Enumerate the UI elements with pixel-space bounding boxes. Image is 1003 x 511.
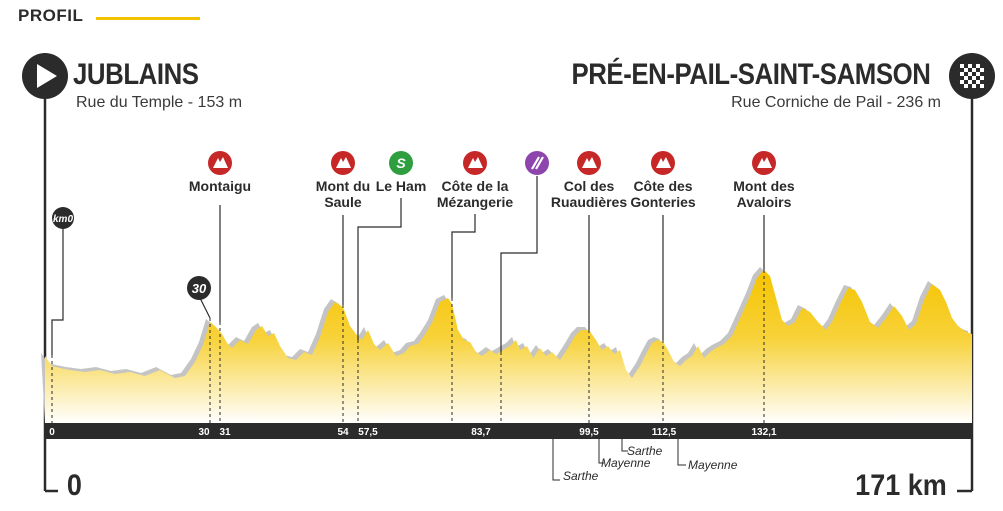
km0-badge: km0 (52, 207, 74, 229)
department-label: Sarthe (563, 469, 599, 483)
axis-label: 99,5 (579, 427, 599, 438)
km-axis-bar (45, 423, 972, 439)
route-point-name: Gonteries (630, 194, 696, 210)
feed-leader (500, 176, 538, 352)
department-lines (552, 439, 686, 481)
km30-leader (199, 297, 211, 319)
km-marker-lines (51, 270, 765, 425)
department-label: Mayenne (688, 458, 738, 472)
sprint-icon: S (389, 151, 413, 175)
start-street: Rue du Temple - 153 m (76, 94, 243, 111)
checkered-flag-icon (949, 53, 995, 99)
header-accent-line (96, 17, 200, 20)
route-point-name: Mont du (316, 178, 370, 194)
department-labels: Sarthe Mayenne Sarthe Mayenne (563, 444, 738, 483)
page-title: PROFIL (18, 6, 84, 25)
finish-city: PRÉ-EN-PAIL-SAINT-SAMSON (570, 58, 930, 91)
axis-label: 0 (49, 427, 55, 438)
route-point-name: Avaloirs (737, 194, 792, 210)
axis-label: 57,5 (358, 427, 378, 438)
axis-label: 132,1 (751, 427, 776, 438)
route-point-name: Côte de la (442, 178, 509, 194)
svg-text:km0: km0 (53, 214, 73, 225)
route-point-name: Saule (324, 194, 362, 210)
svg-text:S: S (396, 155, 406, 171)
route-point-name: Col des (564, 178, 615, 194)
start-km-label: 0 (66, 469, 82, 502)
finish-km-label: 171 km (855, 469, 947, 502)
axis-label: 112,5 (652, 427, 677, 438)
route-point-name: Montaigu (189, 178, 251, 194)
feed-zone-icon (525, 151, 549, 175)
mountain-icon (752, 151, 776, 175)
mountain-icon (577, 151, 601, 175)
route-point-name: Mézangerie (437, 194, 513, 210)
mountain-icon (463, 151, 487, 175)
start-city: JUBLAINS (73, 58, 199, 91)
profile-area (45, 270, 972, 423)
axis-label: 31 (219, 427, 231, 438)
route-point-name: Ruaudières (551, 194, 627, 210)
km0-leader (51, 226, 64, 355)
route-point-name: Côte des (633, 178, 692, 194)
km30-badge: 30 (187, 276, 211, 300)
mountain-icon (208, 151, 232, 175)
finish-street: Rue Corniche de Pail - 236 m (731, 94, 941, 111)
mountain-icon (331, 151, 355, 175)
route-point-name: Le Ham (376, 178, 427, 194)
axis-label: 54 (337, 427, 349, 438)
department-label: Mayenne (601, 456, 651, 470)
department-label: Sarthe (627, 444, 663, 458)
axis-label: 30 (198, 427, 210, 438)
leader-lines (51, 176, 765, 355)
svg-text:30: 30 (192, 281, 207, 296)
mezangerie-leader (451, 214, 476, 298)
route-point-name: Mont des (733, 178, 795, 194)
mountain-icon (651, 151, 675, 175)
axis-label: 83,7 (471, 427, 491, 438)
le-ham-leader (357, 198, 402, 340)
km-axis-labels: 0 30 31 54 57,5 83,7 99,5 112,5 132,1 (49, 427, 777, 438)
play-icon (22, 53, 68, 99)
